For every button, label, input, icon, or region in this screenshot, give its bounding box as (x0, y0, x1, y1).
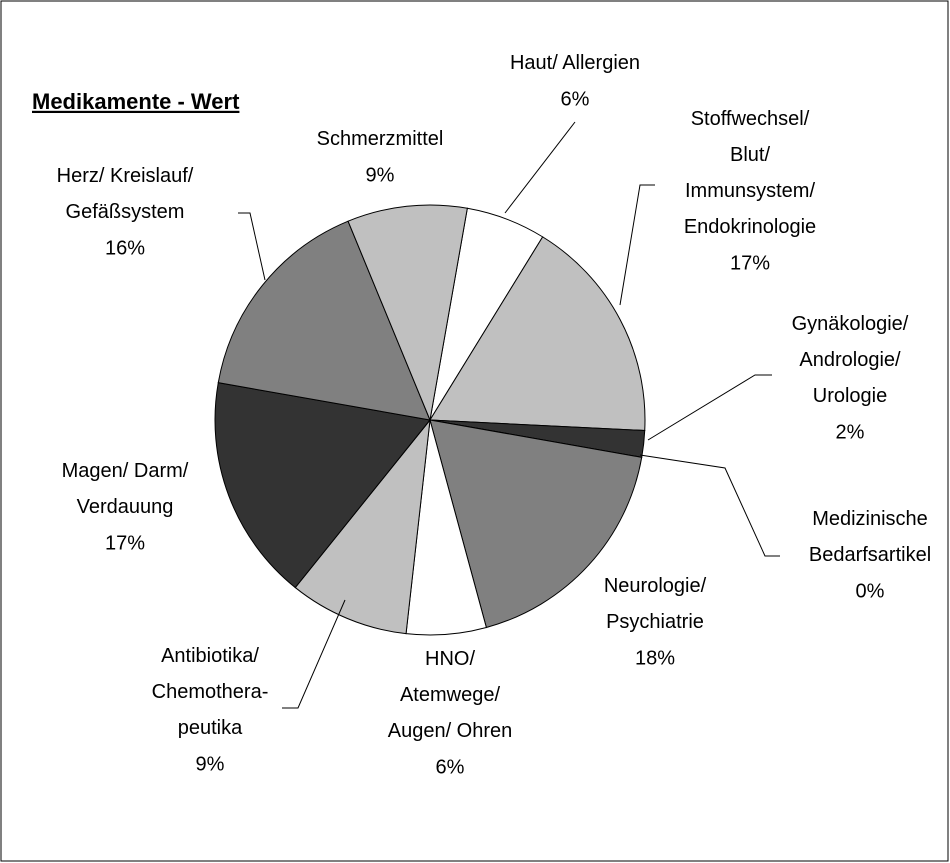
slice-value-label: 9% (366, 164, 395, 186)
slice-label: Schmerzmittel (317, 128, 444, 150)
leader-line (238, 212, 266, 281)
slice-label: Gynäkologie/Andrologie/Urologie (792, 313, 909, 407)
leader-line (639, 454, 780, 557)
leader-line (647, 374, 772, 441)
pie-slice (217, 220, 431, 421)
slice-value-label: 6% (561, 88, 590, 110)
slice-label: Neurologie/Psychiatrie (604, 575, 707, 633)
chart-title: Medikamente - Wert (32, 89, 240, 114)
slice-value-label: 6% (436, 756, 465, 778)
slice-label: Magen/ Darm/Verdauung (62, 460, 189, 518)
slice-value-label: 0% (856, 580, 885, 602)
slice-value-label: 2% (836, 421, 865, 443)
slice-label: Stoffwechsel/Blut/Immunsystem/Endokrinol… (684, 108, 816, 238)
slice-value-label: 17% (105, 532, 145, 554)
slice-value-label: 9% (196, 753, 225, 775)
slice-label: HNO/Atemwege/Augen/ Ohren (388, 648, 513, 742)
pie-slice (429, 419, 643, 629)
pie-slice (429, 236, 646, 432)
slice-value-label: 16% (105, 237, 145, 259)
slice-label: Medizinische Bedarfsartikel (809, 508, 931, 566)
slice-value-label: 17% (730, 252, 770, 274)
leader-line (619, 184, 655, 306)
pie-slice (294, 418, 431, 635)
slice-value-label: 18% (635, 647, 675, 669)
leader-line (504, 121, 576, 214)
leader-line (282, 599, 346, 709)
slice-label: Herz/ Kreislauf/Gefäßsystem (57, 165, 194, 223)
pie-slice (214, 382, 431, 589)
slice-label: Antibiotika/Chemothera-peutika (152, 645, 269, 739)
pie-slice (347, 204, 468, 422)
slice-label: Haut/ Allergien (510, 52, 640, 74)
